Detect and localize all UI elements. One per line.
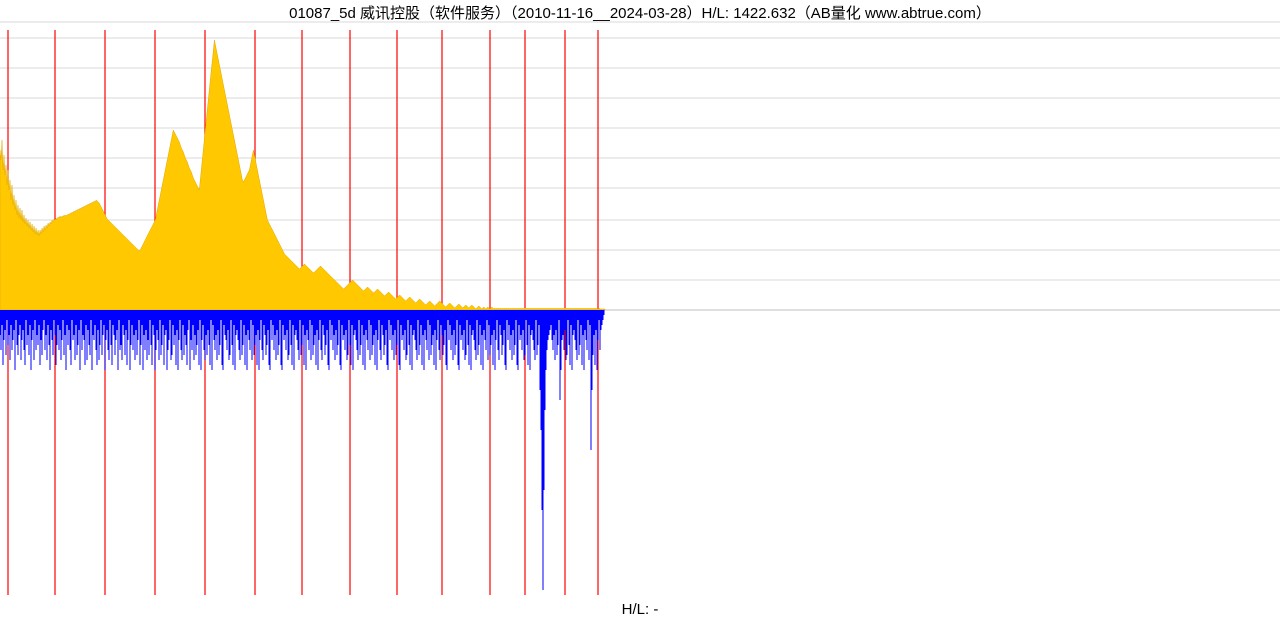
price-volume-chart: [0, 0, 1280, 620]
chart-subtitle: H/L: -: [0, 601, 1280, 618]
